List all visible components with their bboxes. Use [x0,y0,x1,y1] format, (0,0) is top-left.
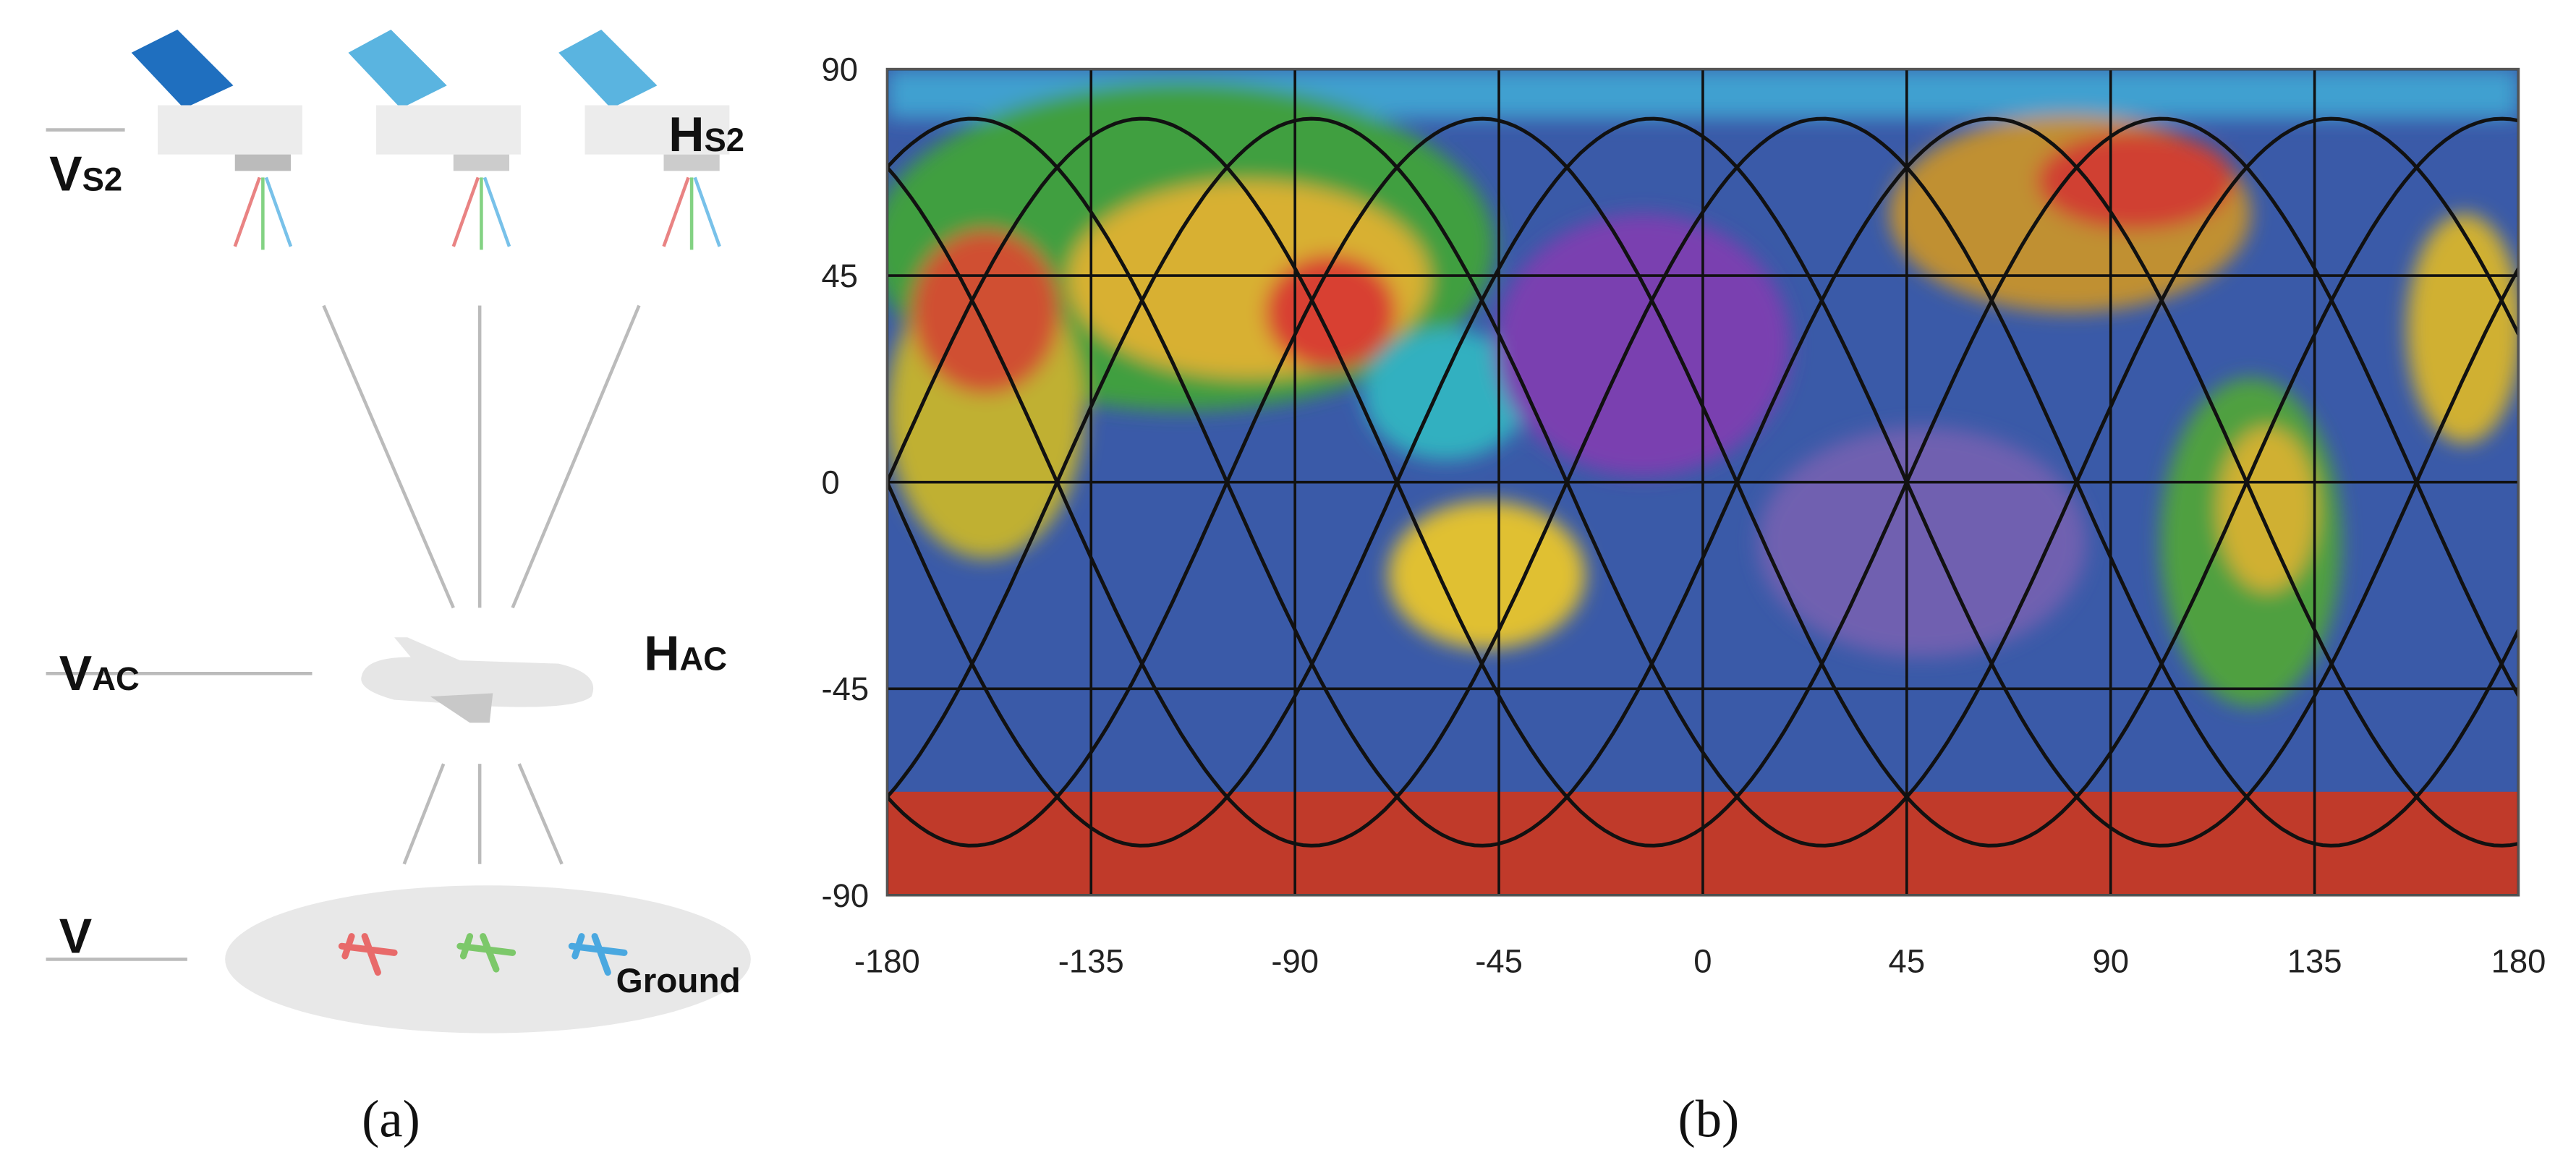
label-sub: S2 [705,122,745,158]
satellite [348,30,521,250]
ground-area [225,885,751,1033]
grid [887,69,2519,895]
label-main: H [644,626,679,681]
x-tick-label: 45 [1889,943,1926,980]
x-tick-label: 180 [2491,943,2546,980]
satellite [131,30,302,250]
panel-b: -180 -135 -90 -45 0 45 90 135 180 90 45 0 -45 -90 (b) [822,51,2546,1148]
caption: (a) [362,1090,420,1148]
x-tick-label: -90 [1271,943,1319,980]
caption: (b) [1678,1090,1740,1148]
y-tick-label: -45 [822,670,870,707]
y-tick-label: 0 [822,464,840,501]
x-tick-label: 0 [1693,943,1712,980]
label-main: H [668,107,704,162]
label-hs2: HS2 [668,107,744,162]
label-main: V [59,646,92,701]
y-tick-label: 45 [822,257,859,294]
y-tick-label: 90 [822,51,859,88]
x-tick-label: -180 [854,943,920,980]
label-v-ground: V [59,908,92,963]
y-tick-label: -90 [822,877,870,914]
tick-labels: -180 -135 -90 -45 0 45 90 135 180 90 45 0 -45 -90 [822,51,2546,979]
airplane [361,637,594,723]
x-tick-label: -45 [1475,943,1523,980]
label-vac: VAC [59,646,140,701]
label-sub: S2 [82,161,123,198]
label-sub: AC [679,641,727,678]
label-vs2: VS2 [49,147,122,202]
ground-planes [338,933,628,976]
label-ground: Ground [616,962,741,1000]
label-sub: AC [92,660,140,697]
label-hac: HAC [644,626,727,681]
panel-a: VS2 HS2 VAC HAC V Ground (a) [46,30,751,1148]
x-tick-label: -135 [1058,943,1124,980]
satellite [558,30,730,250]
label-main: V [49,147,82,202]
x-tick-label: 90 [2092,943,2129,980]
x-tick-label: 135 [2287,943,2342,980]
map-image [887,69,2519,895]
